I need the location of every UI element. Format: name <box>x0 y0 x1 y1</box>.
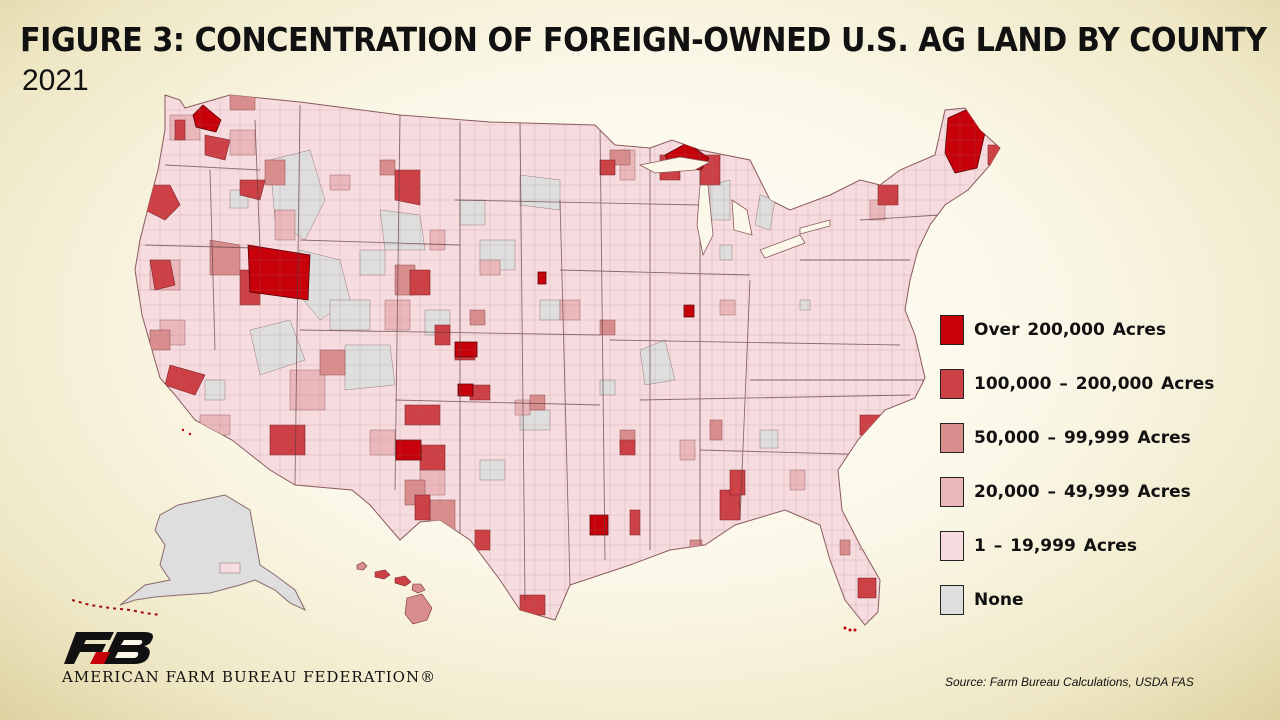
legend-swatch-over-200k <box>940 315 964 345</box>
legend-swatch-1-20k <box>940 531 964 561</box>
contiguous-us <box>134 94 1001 626</box>
alaska-shape <box>119 494 307 612</box>
legend-item-100k-200k: 100,000 – 200,000 Acres <box>940 368 1214 400</box>
legend-item-over-200k: Over 200,000 Acres <box>940 314 1166 346</box>
fb-logo-icon <box>64 632 153 664</box>
coastal-islands <box>181 428 857 632</box>
source-note: Source: Farm Bureau Calculations, USDA F… <box>945 675 1194 689</box>
legend-label: Over 200,000 Acres <box>974 320 1166 340</box>
alaska <box>71 494 307 616</box>
page-subtitle: 2021 <box>22 64 89 97</box>
legend-item-50k-100k: 50,000 – 99,999 Acres <box>940 422 1191 454</box>
legend-swatch-none <box>940 585 964 615</box>
org-name: AMERICAN FARM BUREAU FEDERATION® <box>62 668 437 686</box>
page-title: FIGURE 3: CONCENTRATION OF FOREIGN-OWNED… <box>20 20 1267 59</box>
legend-item-1-20k: 1 – 19,999 Acres <box>940 530 1137 562</box>
legend-swatch-50k-100k <box>940 423 964 453</box>
alaska-aleutians <box>71 599 161 616</box>
county-patches <box>135 95 1000 625</box>
legend-swatch-100k-200k <box>940 369 964 399</box>
legend-label: None <box>974 590 1024 610</box>
legend-label: 1 – 19,999 Acres <box>974 536 1137 556</box>
legend-item-20k-50k: 20,000 – 49,999 Acres <box>940 476 1191 508</box>
legend-item-none: None <box>940 584 1024 616</box>
legend-swatch-20k-50k <box>940 477 964 507</box>
hawaii <box>356 561 433 625</box>
contiguous-us-fill <box>134 94 1001 626</box>
legend-label: 100,000 – 200,000 Acres <box>974 374 1215 394</box>
state-borders <box>144 104 941 601</box>
great-lakes <box>638 156 831 259</box>
legend-label: 50,000 – 99,999 Acres <box>974 428 1191 448</box>
legend-label: 20,000 – 49,999 Acres <box>974 482 1191 502</box>
